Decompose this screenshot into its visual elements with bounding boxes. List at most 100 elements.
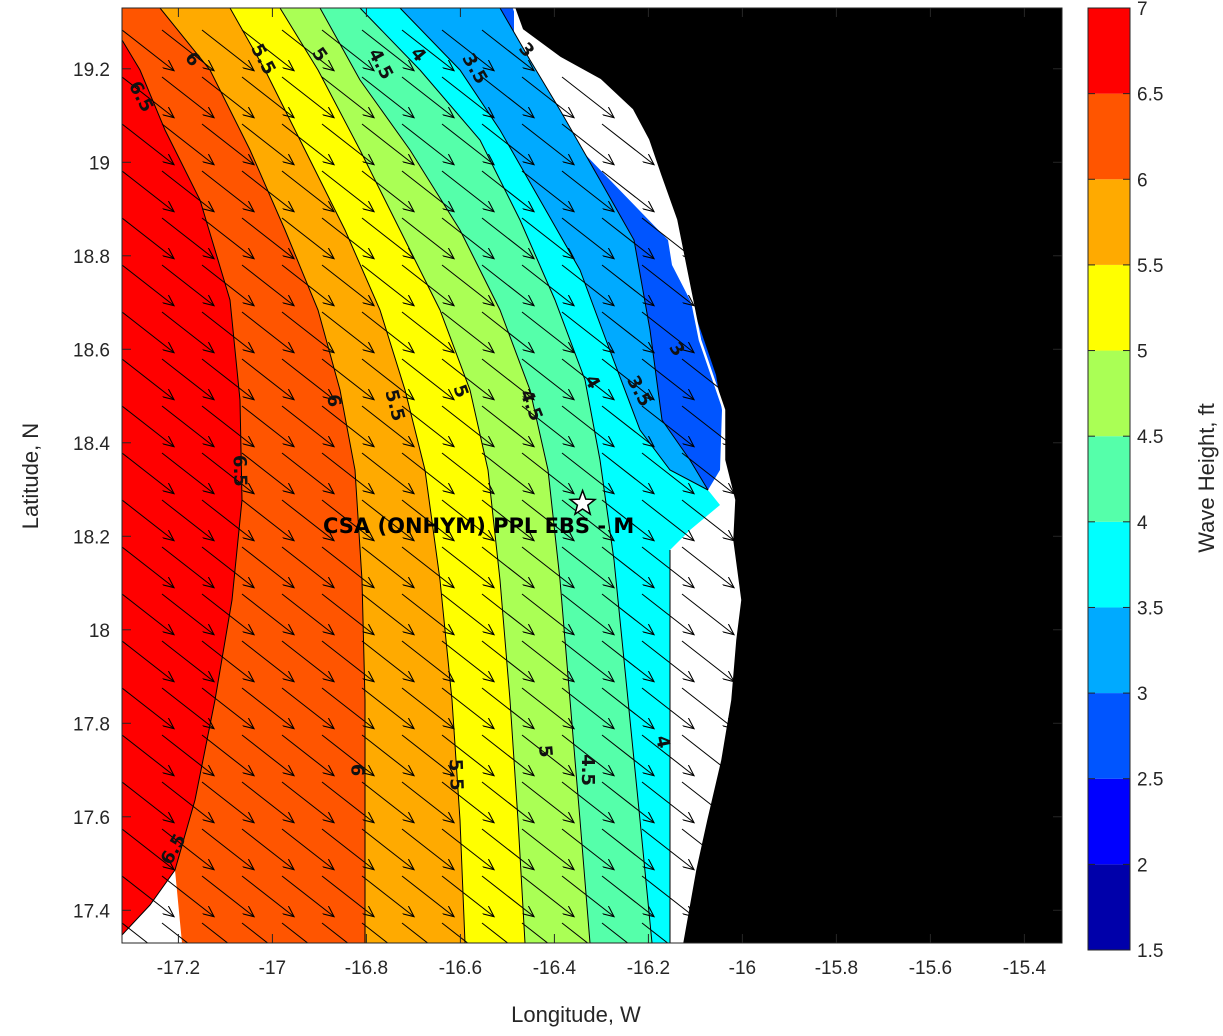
wave-arrow bbox=[681, 546, 734, 588]
wave-arrow bbox=[521, 781, 574, 823]
wave-arrow bbox=[361, 76, 414, 118]
wave-arrow bbox=[321, 76, 374, 118]
wave-arrow bbox=[281, 264, 334, 306]
wave-arrow bbox=[401, 734, 454, 776]
wave-arrow bbox=[161, 264, 214, 306]
wave-arrow bbox=[122, 170, 174, 212]
wave-arrow bbox=[281, 217, 334, 259]
wave-arrow bbox=[161, 875, 214, 917]
wave-arrow bbox=[601, 922, 629, 943]
wave-arrow bbox=[361, 405, 414, 447]
wave-arrow bbox=[281, 405, 334, 447]
wave-arrow bbox=[481, 452, 534, 494]
wave-arrow bbox=[641, 499, 694, 541]
wave-arrow bbox=[161, 922, 189, 943]
wave-arrow bbox=[441, 452, 494, 494]
wave-arrow bbox=[481, 264, 534, 306]
wave-arrow bbox=[361, 593, 414, 635]
wave-arrow bbox=[561, 546, 614, 588]
wave-arrow bbox=[161, 452, 214, 494]
y-tick-label: 18 bbox=[89, 621, 110, 642]
wave-arrow bbox=[161, 593, 214, 635]
y-tick-label: 19.2 bbox=[73, 60, 110, 81]
x-tick-label: -16.4 bbox=[533, 958, 577, 979]
wave-arrow bbox=[641, 546, 694, 588]
site-marker[interactable] bbox=[568, 488, 598, 516]
wave-arrow bbox=[521, 734, 574, 776]
star-icon[interactable] bbox=[568, 488, 598, 516]
x-axis-ticks: -17.2 -17 -16.8 -16.6 -16.4 -16.2 -16 -15.8 -15.… bbox=[157, 8, 1046, 979]
wave-arrow bbox=[122, 452, 174, 494]
wave-arrow bbox=[561, 217, 614, 259]
wave-arrow bbox=[201, 311, 254, 353]
wave-arrow bbox=[521, 358, 574, 400]
wave-arrow bbox=[161, 405, 214, 447]
contour-label: 5 bbox=[534, 744, 556, 758]
wave-arrow bbox=[401, 875, 454, 917]
colorbar-tick-label: 5.5 bbox=[1137, 256, 1163, 277]
x-tick-label: -16.6 bbox=[439, 958, 482, 979]
wave-arrow bbox=[122, 264, 174, 306]
wave-arrow bbox=[561, 311, 614, 353]
contour-label: 6.5 bbox=[228, 454, 250, 487]
wave-arrow bbox=[521, 311, 574, 353]
wave-arrow bbox=[122, 875, 174, 917]
wave-arrow bbox=[321, 499, 374, 541]
wave-arrow bbox=[361, 29, 414, 71]
colorbar-swatch bbox=[1088, 607, 1130, 694]
wave-arrow bbox=[321, 358, 374, 400]
wave-arrow bbox=[481, 828, 534, 870]
wave-arrow bbox=[561, 405, 614, 447]
wave-arrow bbox=[561, 499, 614, 541]
wave-arrow bbox=[401, 593, 454, 635]
wave-arrow bbox=[161, 734, 214, 776]
wave-arrow bbox=[441, 123, 494, 165]
wave-arrow bbox=[122, 123, 174, 165]
wave-arrow bbox=[122, 76, 174, 118]
wave-arrow bbox=[521, 405, 574, 447]
wave-arrow bbox=[601, 499, 654, 541]
wave-arrow bbox=[361, 734, 414, 776]
wave-arrow bbox=[481, 734, 534, 776]
wave-arrow bbox=[441, 593, 494, 635]
wave-arrow bbox=[161, 358, 214, 400]
wave-arrow bbox=[321, 781, 374, 823]
wave-arrow bbox=[361, 217, 414, 259]
wave-arrow bbox=[201, 29, 254, 71]
wave-arrow bbox=[601, 546, 654, 588]
wave-arrow bbox=[281, 123, 334, 165]
wave-arrow bbox=[122, 311, 174, 353]
wave-arrow bbox=[281, 29, 334, 71]
wave-arrow bbox=[122, 217, 174, 259]
colorbar-swatch bbox=[1088, 264, 1130, 351]
wave-arrow bbox=[201, 546, 254, 588]
wave-arrow bbox=[201, 452, 254, 494]
wave-arrow bbox=[201, 217, 254, 259]
wave-arrow bbox=[481, 29, 534, 71]
wave-arrow bbox=[561, 640, 614, 682]
wave-arrow bbox=[481, 546, 534, 588]
wave-arrow bbox=[241, 828, 294, 870]
colorbar-tick-label: 3 bbox=[1137, 684, 1148, 705]
wave-arrow bbox=[601, 593, 654, 635]
wave-arrow bbox=[681, 358, 734, 400]
wave-arrow bbox=[361, 452, 414, 494]
wave-arrow bbox=[201, 264, 254, 306]
wave-arrow bbox=[641, 358, 694, 400]
wave-arrow bbox=[201, 405, 254, 447]
colorbar-tick-label: 4 bbox=[1137, 513, 1148, 534]
wave-arrow bbox=[481, 123, 534, 165]
wave-arrow bbox=[122, 922, 149, 943]
colorbar-swatch bbox=[1088, 93, 1130, 180]
wave-arrow bbox=[521, 264, 574, 306]
map-plot-area[interactable]: 6.56 5.5 5 4.5 4 3.5 366.55.5 5 4.54 3.536 5.554.5… bbox=[122, 8, 1062, 964]
wave-arrow bbox=[201, 358, 254, 400]
wave-arrow bbox=[481, 875, 534, 917]
wave-arrow bbox=[241, 170, 294, 212]
wave-arrow bbox=[441, 546, 494, 588]
wave-arrow bbox=[241, 499, 294, 541]
wave-arrow bbox=[201, 687, 254, 729]
wave-arrow bbox=[401, 828, 454, 870]
wave-arrow bbox=[122, 546, 174, 588]
wave-arrow bbox=[481, 405, 534, 447]
